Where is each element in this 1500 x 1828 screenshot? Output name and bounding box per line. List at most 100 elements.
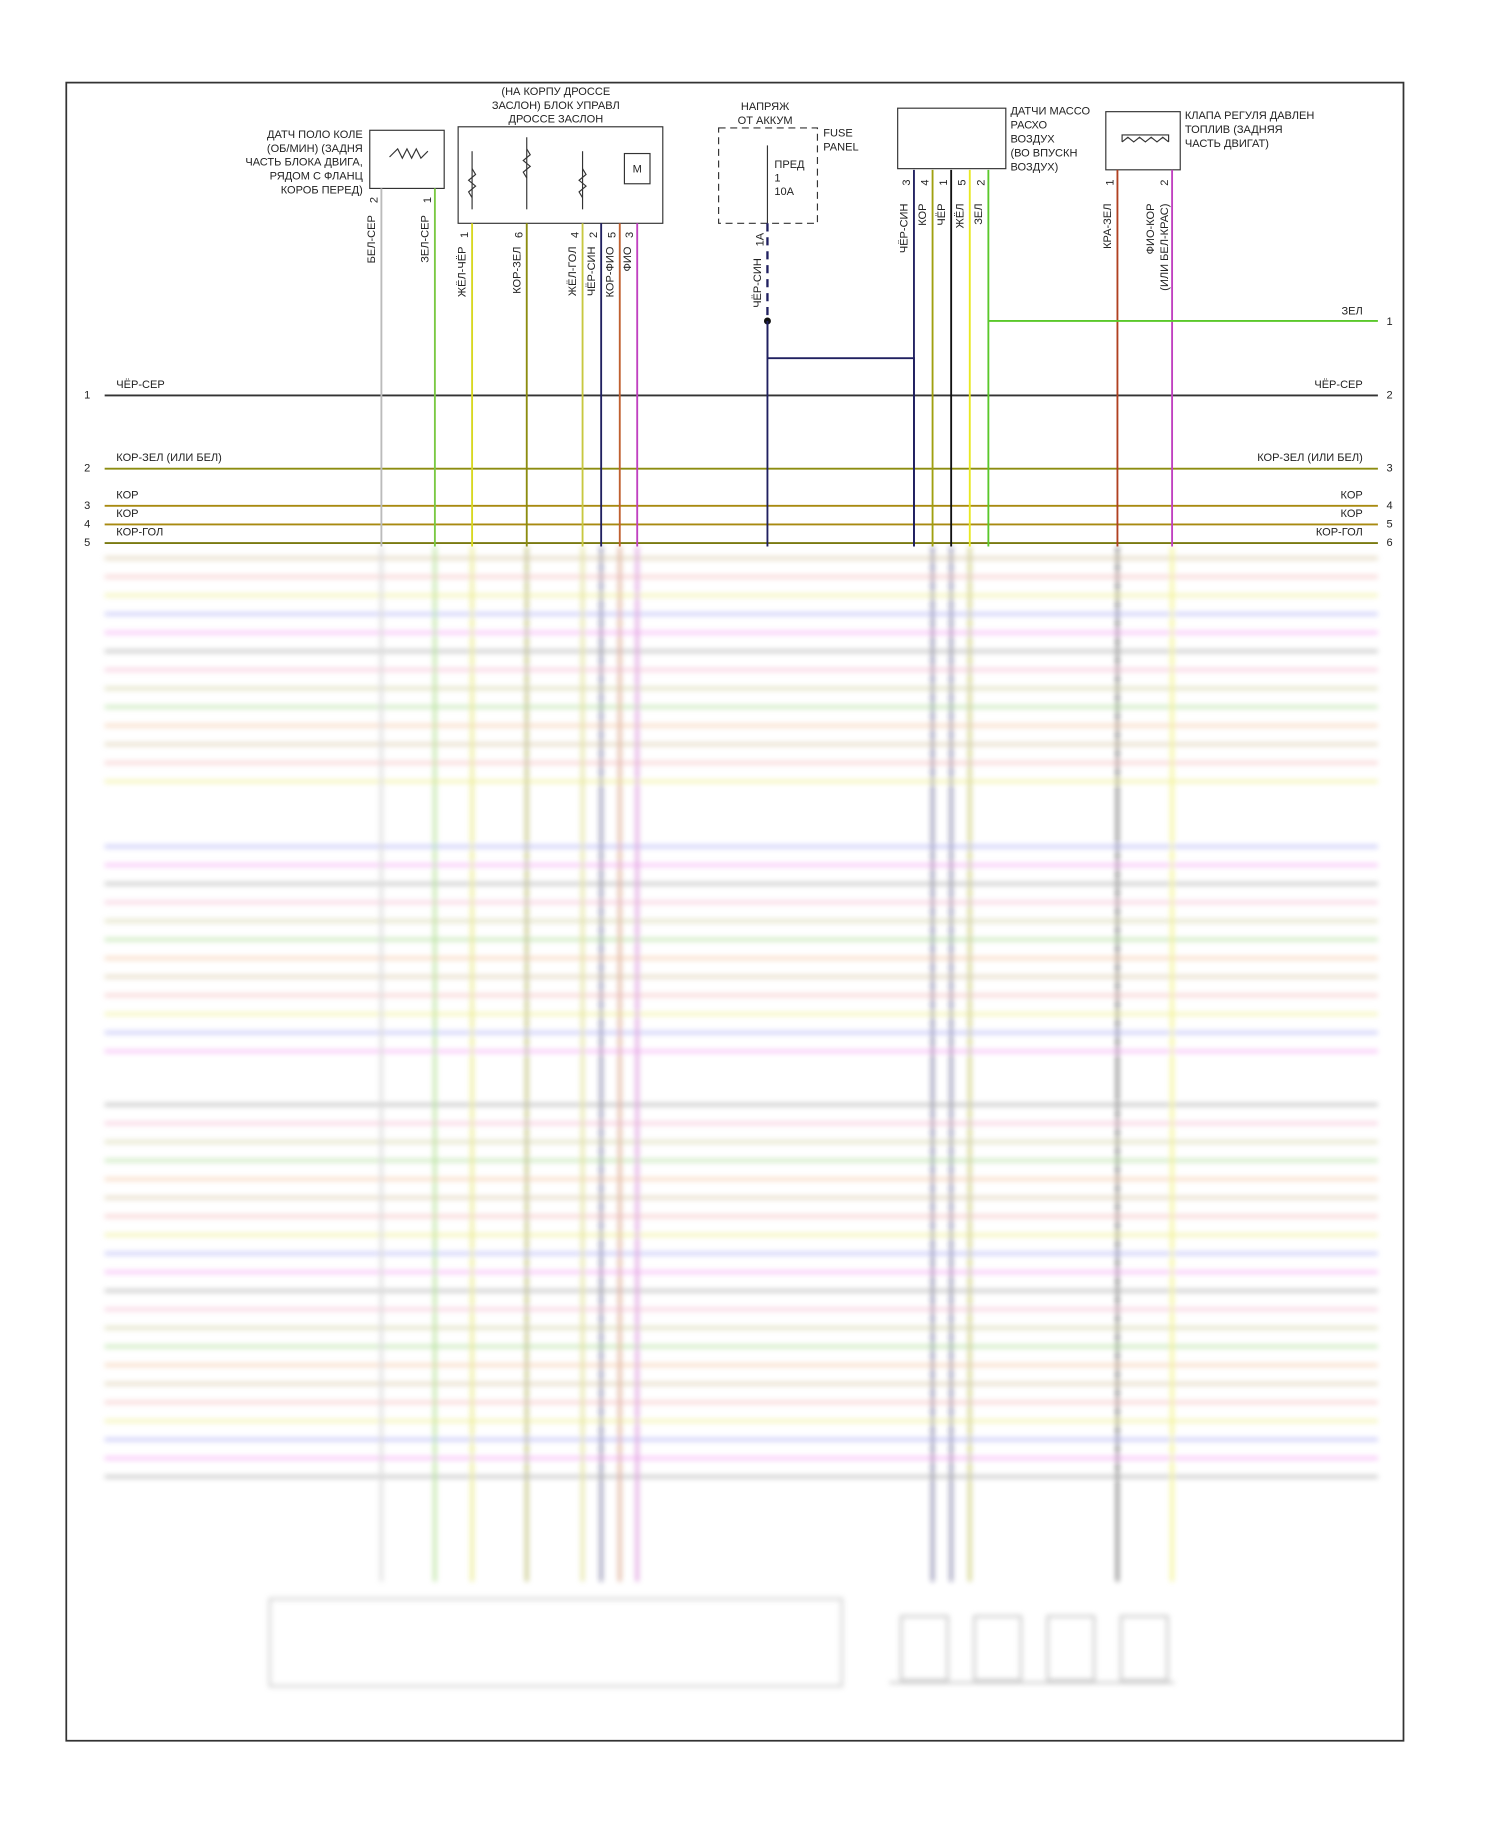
component-label: ЗАСЛОН) БЛОК УПРАВЛ xyxy=(492,100,620,112)
frame xyxy=(65,81,1405,1742)
injector xyxy=(1119,1615,1169,1682)
wire-label: ФИО xyxy=(622,246,634,271)
pin-number: 2 xyxy=(1159,180,1171,186)
ecu-box xyxy=(268,1597,844,1688)
wire-label: КОР-ФИО xyxy=(604,246,616,297)
injector xyxy=(1046,1615,1096,1682)
panel-label: PANEL xyxy=(823,142,858,154)
pin-number: 1 xyxy=(459,232,471,238)
pin-number: 5 xyxy=(607,232,619,238)
bus-label: ЧЁР-СЕР xyxy=(1314,379,1362,391)
component-label: ДРОССЕ ЗАСЛОН xyxy=(508,114,603,126)
bus-pin: 5 xyxy=(84,537,90,549)
component-label: ДАТЧ ПОЛО КОЛЕ xyxy=(267,129,363,141)
throttle-box xyxy=(457,126,664,224)
component-label: РАСХО xyxy=(1010,120,1047,132)
bus-label: КОР xyxy=(116,489,138,501)
bus-pin: 3 xyxy=(1386,463,1392,475)
bus-pin: 4 xyxy=(1386,500,1392,512)
pin-number: 2 xyxy=(588,232,600,238)
wire-label: ЧЁР xyxy=(936,204,948,226)
bus-label: КОР-ЗЕЛ (ИЛИ БЕЛ) xyxy=(1257,452,1363,464)
pin-number: 4 xyxy=(570,232,582,238)
wire-label: ЧЁР-СИН xyxy=(752,258,764,308)
component-label: КЛАПА РЕГУЛЯ ДАВЛЕН xyxy=(1185,110,1315,122)
bus-pin: 1 xyxy=(84,389,90,401)
blurred-area xyxy=(104,546,1378,1688)
bus-label: КОР xyxy=(1341,489,1363,501)
wire-label: ЧЁР-СИН xyxy=(899,204,911,254)
fuse-box xyxy=(718,127,819,224)
bus-label: КОР-ГОЛ xyxy=(116,527,163,539)
wire-label: ЧЁР-СИН xyxy=(586,247,598,297)
wire-label: КОР-ЗЕЛ xyxy=(511,247,523,294)
wire xyxy=(467,168,477,199)
pin-number: 1 xyxy=(422,197,434,203)
pin-number: 5 xyxy=(957,180,969,186)
wire-label: ЖЁЛ-ЧЁР xyxy=(457,247,469,298)
wire-label: КРА-ЗЕЛ xyxy=(1102,204,1114,249)
motor-label: M xyxy=(633,164,642,176)
pin-number: 3 xyxy=(901,180,913,186)
wire xyxy=(1121,136,1169,143)
bus-pin: 4 xyxy=(84,518,90,530)
pin-number: 4 xyxy=(920,180,932,186)
bus-label: ЧЁР-СЕР xyxy=(116,379,164,391)
component-label: (ОБ/МИН) (ЗАДНЯ xyxy=(267,143,363,155)
component-label: (ВО ВПУСКН xyxy=(1010,147,1077,159)
pin-number: 1 xyxy=(1104,180,1116,186)
maf-box xyxy=(897,107,1007,170)
component-label: ЧАСТЬ ДВИГАТ) xyxy=(1185,138,1269,150)
pin-number: 1 xyxy=(938,180,950,186)
pin-number: 6 xyxy=(514,232,526,238)
pin-number: 2 xyxy=(975,180,987,186)
component-label: ЧАСТЬ БЛОКА ДВИГА, xyxy=(245,157,362,169)
bus-label: КОР-ГОЛ xyxy=(1316,527,1363,539)
bus-pin: 2 xyxy=(1386,389,1392,401)
side-wire-label: ЗЕЛ xyxy=(1342,306,1363,318)
fuse-label: 1 xyxy=(774,172,780,184)
component-label: ВОЗДУХ) xyxy=(1010,161,1058,173)
bus-pin: 5 xyxy=(1386,518,1392,530)
valve-box xyxy=(1105,111,1181,171)
bus-label: КОР-ЗЕЛ (ИЛИ БЕЛ) xyxy=(116,452,222,464)
wire-label: ФИО-КОР xyxy=(1145,204,1157,255)
pin-number: 2 xyxy=(368,197,380,203)
wire xyxy=(766,320,915,547)
fuse-label: ПРЕД xyxy=(774,159,805,171)
bus-pin: 3 xyxy=(84,500,90,512)
component-label: РЯДОМ С ФЛАНЦ xyxy=(270,171,363,183)
component-label: КОРОБ ПЕРЕД) xyxy=(281,185,363,197)
wire-label: КОР xyxy=(917,204,929,226)
wire-label: ЗЕЛ xyxy=(973,204,985,225)
wire xyxy=(522,148,532,179)
wire-label: ЗЕЛ-СЕР xyxy=(420,215,432,263)
wire-label: ЖЁЛ xyxy=(954,204,966,229)
pin-number: 1А xyxy=(754,232,766,246)
pin-number: 3 xyxy=(624,232,636,238)
motor-box xyxy=(623,152,651,185)
wire-label: (ИЛИ БЕЛ-КРАС) xyxy=(1159,204,1171,291)
fuse-label: 10А xyxy=(774,186,794,198)
wire xyxy=(1121,134,1170,142)
panel-label: FUSE xyxy=(823,128,852,140)
wire xyxy=(578,168,587,199)
wire-label: ЖЁЛ-ГОЛ xyxy=(567,247,579,297)
bus-pin: 6 xyxy=(1386,537,1392,549)
bus-label: КОР xyxy=(116,508,138,520)
component-label: (НА КОРПУ ДРОССЕ xyxy=(501,86,610,98)
injector xyxy=(973,1615,1023,1682)
sensor-box xyxy=(369,129,445,189)
bus-label: КОР xyxy=(1341,508,1363,520)
wire xyxy=(389,147,429,160)
component-label: ВОЗДУХ xyxy=(1010,134,1055,146)
component-label: ДАТЧИ МАССО xyxy=(1010,106,1090,118)
component-label: ТОПЛИВ (ЗАДНЯЯ xyxy=(1185,124,1283,136)
component-label: ОТ АККУМ xyxy=(738,115,793,127)
side-wire-pin: 1 xyxy=(1386,316,1392,328)
wire-label: БЕЛ-СЕР xyxy=(366,215,378,263)
bus-pin: 2 xyxy=(84,463,90,475)
injector xyxy=(900,1615,949,1682)
diagram-top: 1 ЧЁР-СЕР ЧЁР-СЕР 2 2 КОР-ЗЕЛ (ИЛИ БЕЛ) КОР-ЗЕ… xyxy=(84,86,1392,549)
